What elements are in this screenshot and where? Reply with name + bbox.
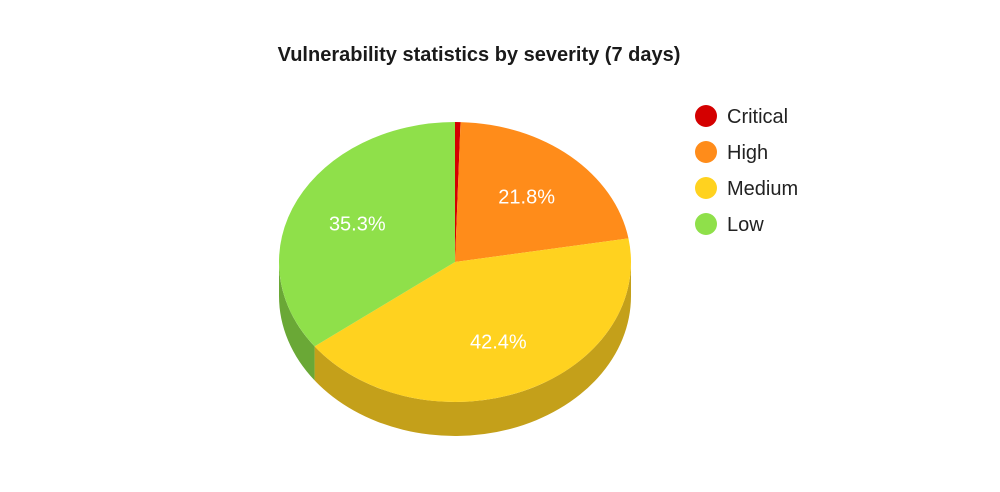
chart-title: Vulnerability statistics by severity (7 … [277,44,681,66]
legend-marker-medium [695,177,717,199]
data-label-high: 21.8% [498,187,555,209]
legend-label-low[interactable]: Low [727,214,764,236]
data-label-medium: 42.4% [470,332,527,354]
legend-label-medium[interactable]: Medium [727,178,798,200]
pie-side-medium [314,262,631,437]
pie-slice-critical[interactable] [455,122,461,262]
pie-sides [279,262,631,437]
data-label-low: 35.3% [329,213,386,235]
pie-slice-medium[interactable] [314,238,631,403]
legend-label-critical[interactable]: Critical [727,106,788,128]
legend-label-high[interactable]: High [727,142,768,164]
legend-marker-high [695,141,717,163]
pie-tops [279,121,631,403]
pie-labels: 21.8% 42.4% 35.3% [329,187,555,354]
pie-slice-high[interactable] [455,122,629,262]
chart-legend: Critical High Medium Low [695,105,798,236]
legend-marker-critical [695,105,717,127]
pie-slice-low[interactable] [279,121,455,347]
pie-side-low [279,262,315,381]
legend-marker-low [695,213,717,235]
